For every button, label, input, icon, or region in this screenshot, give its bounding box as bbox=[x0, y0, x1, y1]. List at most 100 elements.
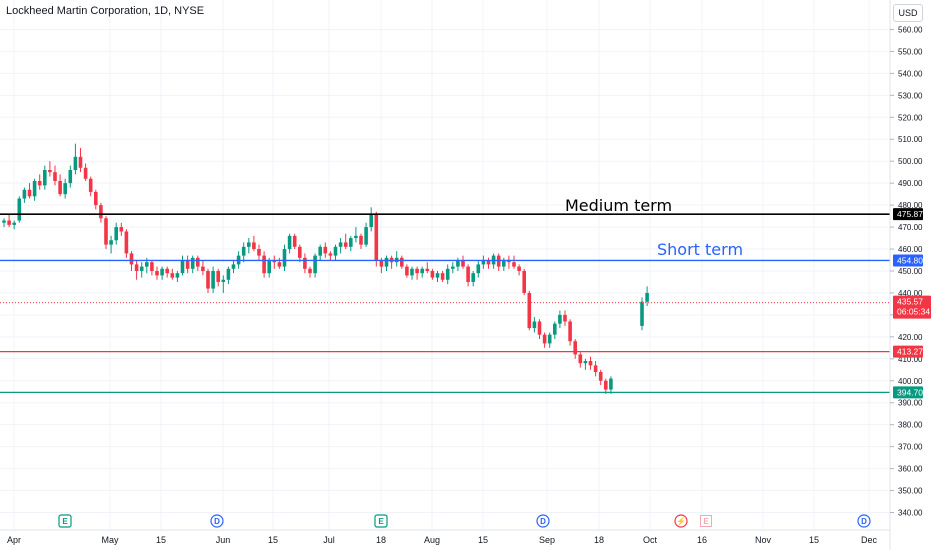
candle-body bbox=[12, 222, 16, 225]
price-tick-label: 470.00 bbox=[898, 223, 923, 232]
candle-body bbox=[88, 178, 93, 192]
earnings-marker bbox=[374, 514, 388, 528]
candle-body bbox=[328, 253, 333, 256]
candle-body bbox=[578, 354, 583, 364]
event-marker-label: D bbox=[861, 517, 867, 526]
time-tick-label: 15 bbox=[268, 535, 278, 545]
candle-body bbox=[252, 242, 256, 250]
candle-body bbox=[298, 246, 302, 258]
candle-body bbox=[313, 255, 317, 274]
candle-body bbox=[241, 246, 246, 256]
candle-body bbox=[410, 268, 414, 276]
price-tag bbox=[893, 254, 923, 267]
event-marker bbox=[210, 514, 224, 528]
time-tick-label: Jul bbox=[323, 535, 335, 545]
price-tick-label: 560.00 bbox=[898, 25, 923, 34]
candle-body bbox=[267, 260, 271, 274]
price-tick-label: 510.00 bbox=[898, 135, 923, 144]
candle-body bbox=[435, 273, 440, 278]
candle-body bbox=[588, 361, 593, 366]
candle-body bbox=[170, 273, 175, 278]
candle-body bbox=[134, 264, 139, 271]
price-tick-label: 460.00 bbox=[898, 245, 923, 254]
candle-body bbox=[522, 270, 526, 293]
candle-body bbox=[124, 231, 129, 254]
price-tick-label: 410.00 bbox=[898, 355, 923, 364]
candle-body bbox=[303, 257, 307, 269]
price-tick-label: 400.00 bbox=[898, 377, 923, 386]
candle-body bbox=[150, 262, 154, 271]
price-tick-label: 390.00 bbox=[898, 399, 923, 408]
candle-body bbox=[43, 169, 47, 186]
candle-body bbox=[354, 235, 358, 239]
candle-body bbox=[83, 167, 88, 179]
candle-body bbox=[645, 292, 649, 302]
candle-body bbox=[257, 249, 261, 256]
candle-body bbox=[63, 183, 67, 195]
candle-body bbox=[420, 268, 424, 274]
time-tick-label: 15 bbox=[156, 535, 166, 545]
candle-body bbox=[165, 268, 169, 274]
candle-body bbox=[109, 240, 113, 245]
candle-body bbox=[440, 273, 445, 280]
candle-body bbox=[471, 273, 475, 282]
candle-body bbox=[308, 268, 312, 274]
candle-body bbox=[78, 156, 83, 168]
candle-body bbox=[282, 249, 287, 267]
price-tick-label: 380.00 bbox=[898, 421, 923, 430]
candle-body bbox=[272, 260, 277, 263]
candle-body bbox=[604, 380, 608, 390]
candle-body bbox=[568, 321, 572, 342]
price-tick-label: 420.00 bbox=[898, 333, 923, 342]
candle-body bbox=[384, 257, 389, 267]
candle-body bbox=[206, 270, 210, 289]
candle-body bbox=[573, 341, 577, 355]
time-tick-label: Oct bbox=[643, 535, 658, 545]
price-tick-label: 340.00 bbox=[898, 509, 923, 518]
candle-body bbox=[496, 255, 501, 267]
candle-body bbox=[73, 156, 78, 170]
level-label: Short term bbox=[657, 240, 743, 259]
candle-body bbox=[507, 260, 511, 263]
candle-body bbox=[537, 321, 542, 335]
time-tick-label: Apr bbox=[7, 535, 21, 545]
candle-body bbox=[364, 227, 368, 245]
candle-body bbox=[318, 246, 322, 256]
currency-button[interactable]: USD bbox=[893, 4, 923, 22]
price-tick-label: 350.00 bbox=[898, 487, 923, 496]
candle-body bbox=[94, 191, 98, 206]
candle-body bbox=[461, 260, 465, 267]
price-tag bbox=[893, 208, 923, 221]
candle-body bbox=[456, 260, 460, 267]
candle-body bbox=[129, 253, 134, 265]
price-tick-label: 500.00 bbox=[898, 157, 923, 166]
time-tick-label: 18 bbox=[594, 535, 604, 545]
candle-body bbox=[180, 260, 185, 274]
candle-body bbox=[231, 264, 236, 269]
candle-body bbox=[190, 257, 195, 269]
price-tick-label: 550.00 bbox=[898, 47, 923, 56]
time-tick-label: 15 bbox=[809, 535, 819, 545]
time-axis: Apr May 15 Jun 15 Jul 18 Aug 15 Sep 18 Oct 16 Nov 15 De… bbox=[7, 535, 878, 545]
candle-body bbox=[287, 235, 292, 250]
candle-body bbox=[598, 371, 603, 381]
candle-body bbox=[481, 260, 486, 265]
last-price-label: 435.57 bbox=[897, 297, 923, 307]
candle-body bbox=[99, 205, 103, 219]
price-tick-label: 440.00 bbox=[898, 289, 923, 298]
time-tick-label: Sep bbox=[539, 535, 555, 545]
candle-body bbox=[517, 266, 521, 271]
price-axis: 340.00 350.00 360.00 370.00 380.00 390.00 400.… bbox=[890, 25, 923, 518]
candle-body bbox=[486, 260, 491, 265]
candle-body bbox=[333, 246, 338, 256]
event-marker-label: E bbox=[62, 517, 68, 526]
candle-body bbox=[563, 314, 567, 322]
candle-body bbox=[160, 268, 164, 276]
candle-body bbox=[502, 260, 506, 267]
candle-body bbox=[512, 262, 516, 267]
candle-body bbox=[58, 180, 62, 195]
candle-body bbox=[323, 246, 328, 254]
event-marker bbox=[857, 514, 871, 528]
candle-body bbox=[553, 323, 557, 335]
